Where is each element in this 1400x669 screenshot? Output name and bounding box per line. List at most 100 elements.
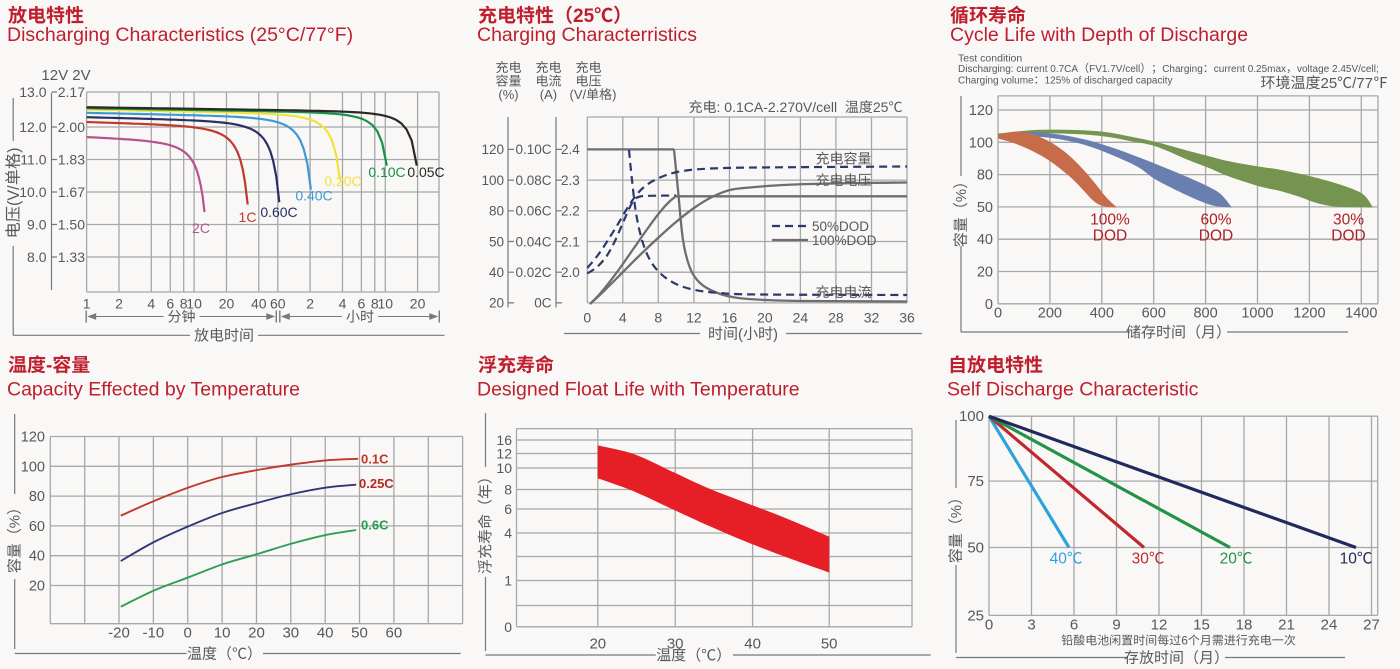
svg-text:120: 120 [969,103,993,119]
svg-text:30: 30 [282,625,299,642]
svg-text:%: % [7,515,24,528]
svg-text:10: 10 [496,460,512,476]
svg-text:24: 24 [1321,617,1338,634]
svg-text:20: 20 [589,636,606,653]
svg-text:6: 6 [1181,634,1188,648]
svg-text:Test condition: Test condition [958,53,1022,65]
svg-text:0.60C: 0.60C [260,204,297,220]
svg-text:Designed Float Life with Tempe: Designed Float Life with Temperature [477,379,800,401]
svg-text:9.0: 9.0 [27,217,47,233]
svg-text:DOD: DOD [1331,227,1365,244]
svg-text:40: 40 [29,549,45,565]
svg-text:100%: 100% [1090,211,1130,228]
svg-text:1.50: 1.50 [58,217,85,233]
svg-text:10.0: 10.0 [19,184,46,200]
svg-text:125% of discharged capacity: 125% of discharged capacity [1045,76,1173,87]
svg-text:9: 9 [1112,617,1120,634]
svg-text:12: 12 [1151,617,1168,634]
svg-text:25: 25 [873,99,889,115]
svg-text:0.1C: 0.1C [361,452,389,467]
svg-text:20: 20 [410,296,426,312]
svg-text:2C: 2C [192,220,210,236]
svg-text:(V/: (V/ [570,87,587,102]
svg-text:2: 2 [306,296,314,312]
svg-text:(V/: (V/ [5,185,23,206]
svg-text:1000: 1000 [1241,306,1273,322]
svg-text:2: 2 [115,296,123,312]
svg-text:Discharging: current 0.7CA: Discharging: current 0.7CA [958,64,1078,75]
svg-text:1.67: 1.67 [58,184,85,200]
svg-text:6: 6 [166,296,174,312]
svg-text:20: 20 [977,265,993,281]
svg-text:Cycle Life with Depth of Disch: Cycle Life with Depth of Discharge [950,24,1248,46]
svg-text:100: 100 [969,135,993,151]
svg-text:Capacity Effected by Temperatu: Capacity Effected by Temperature [7,379,300,401]
svg-text:0: 0 [985,297,993,313]
svg-text:(: ( [738,326,743,343]
svg-text:12: 12 [496,446,512,462]
svg-text:): ) [612,87,616,102]
svg-text:60: 60 [29,519,45,535]
svg-text:600: 600 [1142,306,1166,322]
svg-text:50: 50 [821,636,838,653]
svg-text:0.06C: 0.06C [515,204,551,219]
svg-text:800: 800 [1193,306,1217,322]
svg-text:1200: 1200 [1293,306,1325,322]
svg-text:120: 120 [21,430,45,446]
svg-text:0.05C: 0.05C [407,164,444,180]
svg-text:0.10C: 0.10C [515,142,551,157]
svg-text:12V 2V: 12V 2V [41,67,90,84]
svg-text:20: 20 [757,310,773,326]
svg-text:60: 60 [386,625,403,642]
svg-text:-10: -10 [143,625,165,642]
svg-text:120: 120 [481,142,504,157]
svg-text:-: - [46,356,52,377]
svg-text:24: 24 [793,310,809,326]
svg-text:100: 100 [959,408,984,425]
svg-text:2.2: 2.2 [561,204,580,219]
svg-text:Charging volume: Charging volume [958,76,1034,87]
svg-text:%: % [953,189,970,202]
svg-text:40: 40 [744,636,761,653]
svg-text:2.0: 2.0 [561,265,580,280]
svg-text:0: 0 [184,625,192,642]
svg-text:%: % [948,505,965,518]
svg-text:1.33: 1.33 [58,249,85,265]
svg-text:40: 40 [251,296,267,312]
svg-text:8.0: 8.0 [27,249,47,265]
svg-text:50%DOD: 50%DOD [812,219,869,234]
svg-text:200: 200 [1038,306,1062,322]
svg-text:10: 10 [186,296,202,312]
svg-text:0.6C: 0.6C [361,518,389,533]
svg-text:Discharging Characteristics (2: Discharging Characteristics (25°C/77°F) [7,24,353,46]
svg-text:50: 50 [977,200,993,216]
svg-text:DOD: DOD [1093,227,1127,244]
svg-text:0: 0 [994,306,1002,322]
svg-text:80: 80 [977,168,993,184]
svg-text:80: 80 [29,489,45,505]
svg-text:6: 6 [1070,617,1078,634]
svg-text:60: 60 [270,296,286,312]
svg-text:30%: 30% [1333,211,1364,228]
svg-text:8: 8 [504,482,512,498]
svg-text:28: 28 [828,310,844,326]
svg-text:-20: -20 [108,625,130,642]
svg-text:50: 50 [489,234,504,249]
svg-text:(%): (%) [498,87,518,102]
svg-text:25: 25 [1321,75,1338,92]
svg-text:: 0.1CA-2.270V/cell: : 0.1CA-2.270V/cell [717,99,838,115]
svg-text:32: 32 [864,310,880,326]
svg-text:50: 50 [967,540,984,557]
svg-text:16: 16 [496,432,512,448]
svg-text:10: 10 [214,625,231,642]
svg-text:21: 21 [1278,617,1295,634]
svg-text:0.02C: 0.02C [515,265,551,280]
svg-text:): ) [773,326,778,343]
svg-text:40: 40 [317,625,334,642]
svg-text:40: 40 [1050,551,1068,568]
svg-text:2.3: 2.3 [561,173,580,188]
svg-text:0C: 0C [534,296,552,311]
svg-text:0.40C: 0.40C [295,188,332,204]
svg-text:1: 1 [83,296,91,312]
svg-text:100%DOD: 100%DOD [812,233,877,248]
